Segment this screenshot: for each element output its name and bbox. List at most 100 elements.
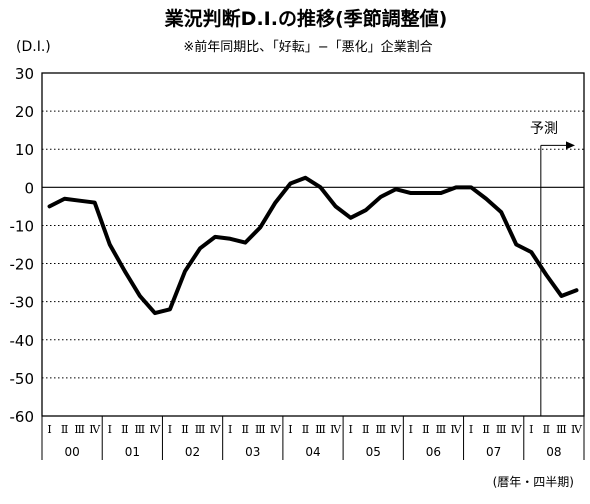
x-quarter-label: Ⅱ <box>482 423 489 436</box>
x-year-label: 01 <box>125 445 140 459</box>
data-point <box>154 312 156 314</box>
data-point <box>139 295 141 297</box>
chart-subtitle: ※前年同期比、「好転」−「悪化」企業割合 <box>183 39 432 55</box>
y-tick-label: -60 <box>10 408 35 426</box>
x-year-label: 03 <box>245 445 260 459</box>
data-point <box>380 196 382 198</box>
x-quarter-label: Ⅰ <box>469 423 473 436</box>
x-quarter-label: Ⅲ <box>255 423 266 436</box>
forecast-marker: 予測 <box>530 121 575 416</box>
data-point <box>470 186 472 188</box>
data-point <box>79 200 81 202</box>
data-point <box>229 238 231 240</box>
x-quarter-label: Ⅱ <box>362 423 369 436</box>
data-point <box>184 270 186 272</box>
data-point <box>94 201 96 204</box>
data-point <box>259 226 261 228</box>
y-tick-label: 20 <box>15 103 34 121</box>
x-quarter-label: Ⅲ <box>496 423 507 436</box>
x-quarter-label: Ⅳ <box>511 423 523 436</box>
data-point <box>365 209 367 211</box>
x-quarter-label: Ⅳ <box>149 423 161 436</box>
data-point <box>575 289 578 291</box>
data-point <box>425 192 427 194</box>
plot-frame <box>41 72 585 417</box>
data-point <box>485 198 487 200</box>
y-tick-label: 30 <box>15 65 34 83</box>
x-quarter-label: Ⅱ <box>422 423 429 436</box>
y-tick-label: 0 <box>24 179 34 197</box>
series-group <box>47 175 579 316</box>
data-point <box>199 247 201 249</box>
data-point <box>500 211 502 213</box>
x-quarter-label: Ⅰ <box>228 423 232 436</box>
y-tick-label: -30 <box>10 294 35 312</box>
x-quarter-label: Ⅲ <box>195 423 206 436</box>
x-quarter-label: Ⅰ <box>409 423 413 436</box>
x-quarter-label: Ⅱ <box>543 423 550 436</box>
data-point <box>63 198 66 200</box>
x-quarter-label: Ⅳ <box>210 423 222 436</box>
y-tick-label: -50 <box>10 370 35 388</box>
data-point <box>304 177 307 179</box>
x-quarter-label: Ⅰ <box>348 423 352 436</box>
y-tick-label: -10 <box>10 217 35 235</box>
data-point <box>530 251 532 253</box>
x-quarter-label: Ⅱ <box>302 423 309 436</box>
chart-title: 業況判断D.I.の推移(季節調整値) <box>164 7 448 30</box>
x-year-label: 06 <box>426 445 441 459</box>
data-point <box>334 205 337 207</box>
data-point <box>455 186 457 188</box>
x-quarter-label: Ⅲ <box>436 423 447 436</box>
x-quarter-label: Ⅲ <box>556 423 567 436</box>
grid-lines <box>42 110 584 379</box>
data-point <box>244 241 246 244</box>
x-quarter-label: Ⅰ <box>288 423 292 436</box>
x-quarter-label: Ⅰ <box>529 423 533 436</box>
x-year-label: 02 <box>185 445 200 459</box>
data-point <box>545 274 547 276</box>
x-year-label: 07 <box>486 445 501 459</box>
x-quarter-label: Ⅳ <box>571 423 583 436</box>
data-point <box>169 308 171 310</box>
x-quarter-label: Ⅱ <box>61 423 68 436</box>
x-axis-label: (暦年・四半期) <box>493 475 574 489</box>
data-point <box>410 192 412 194</box>
y-tick-label: -40 <box>10 332 35 350</box>
data-point <box>274 201 276 204</box>
x-year-label: 00 <box>64 445 79 459</box>
y-axis: 30 20 10 0 -10 -20 -30 -40 -50 -60 <box>10 65 35 426</box>
x-quarter-label: Ⅲ <box>135 423 146 436</box>
x-quarter-label: Ⅳ <box>89 423 101 436</box>
x-quarter-label: Ⅳ <box>270 423 282 436</box>
data-point <box>350 217 352 219</box>
y-tick-label: -20 <box>10 256 35 274</box>
data-point <box>109 243 111 246</box>
x-year-label: 05 <box>366 445 381 459</box>
x-year-label: 04 <box>305 445 320 459</box>
di-series-line <box>47 175 579 316</box>
x-quarter-label: Ⅱ <box>242 423 249 436</box>
x-quarter-label: Ⅳ <box>330 423 342 436</box>
x-quarter-label: Ⅱ <box>121 423 128 436</box>
x-quarter-label: Ⅲ <box>315 423 326 436</box>
data-point <box>214 236 216 238</box>
data-point <box>124 270 126 272</box>
x-quarter-label: Ⅲ <box>375 423 386 436</box>
x-quarter-label: Ⅰ <box>168 423 172 436</box>
data-point <box>48 205 51 207</box>
data-point <box>440 192 442 194</box>
x-quarter-label: Ⅲ <box>74 423 85 436</box>
forecast-arrowhead <box>566 141 575 150</box>
x-quarter-label: Ⅰ <box>47 423 51 436</box>
data-point <box>289 182 292 185</box>
x-quarter-label: Ⅳ <box>451 423 463 436</box>
forecast-label: 予測 <box>530 121 558 137</box>
data-point <box>515 243 517 246</box>
data-point <box>319 186 322 188</box>
x-year-label: 08 <box>546 445 561 459</box>
x-quarter-label: Ⅱ <box>181 423 188 436</box>
y-axis-label: (D.I.) <box>16 39 51 55</box>
